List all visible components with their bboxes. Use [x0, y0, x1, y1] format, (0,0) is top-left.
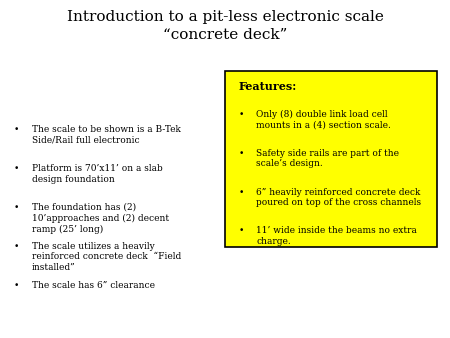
Text: •: •: [238, 226, 244, 236]
Text: •: •: [14, 242, 19, 251]
Text: •: •: [238, 110, 244, 119]
FancyBboxPatch shape: [225, 71, 436, 247]
Text: •: •: [238, 188, 244, 197]
Text: The foundation has (2)
10’approaches and (2) decent
ramp (25’ long): The foundation has (2) 10’approaches and…: [32, 203, 169, 234]
Text: Only (8) double link load cell
mounts in a (4) section scale.: Only (8) double link load cell mounts in…: [256, 110, 392, 130]
Text: •: •: [14, 164, 19, 173]
Text: •: •: [14, 281, 19, 290]
Text: The scale has 6” clearance: The scale has 6” clearance: [32, 281, 154, 290]
Text: 11’ wide inside the beams no extra
charge.: 11’ wide inside the beams no extra charg…: [256, 226, 418, 246]
Text: Features:: Features:: [238, 81, 297, 92]
Text: The scale utilizes a heavily
reinforced concrete deck  “Field
installed”: The scale utilizes a heavily reinforced …: [32, 242, 181, 272]
Text: •: •: [14, 125, 19, 134]
Text: The scale to be shown is a B-Tek
Side/Rail full electronic: The scale to be shown is a B-Tek Side/Ra…: [32, 125, 180, 145]
Text: Introduction to a pit-less electronic scale
“concrete deck”: Introduction to a pit-less electronic sc…: [67, 10, 383, 42]
Text: Safety side rails are part of the
scale’s design.: Safety side rails are part of the scale’…: [256, 149, 400, 168]
Text: •: •: [238, 149, 244, 158]
Text: 6” heavily reinforced concrete deck
poured on top of the cross channels: 6” heavily reinforced concrete deck pour…: [256, 188, 422, 207]
Text: Platform is 70’x11’ on a slab
design foundation: Platform is 70’x11’ on a slab design fou…: [32, 164, 162, 184]
Text: •: •: [14, 203, 19, 212]
